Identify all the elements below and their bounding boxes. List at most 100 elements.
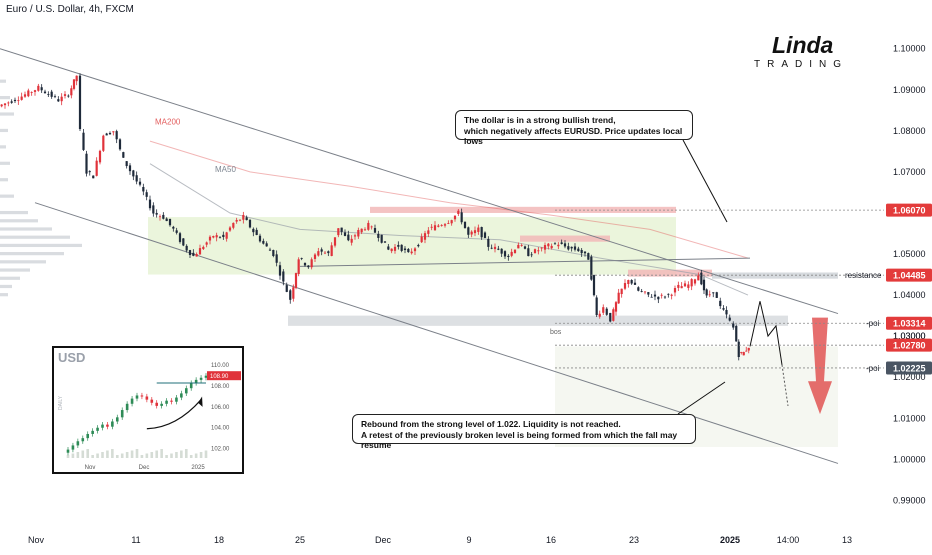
candle-body [265, 243, 268, 247]
candle-body [245, 217, 248, 221]
candle-body [3, 103, 7, 106]
inset-candle-body [106, 424, 109, 427]
candle-body [235, 219, 238, 222]
x-tick-label: Nov [28, 535, 45, 545]
candle-body [397, 244, 400, 247]
volume-profile-bar [0, 79, 6, 83]
price-tag [886, 268, 932, 282]
candle-body [357, 229, 360, 237]
volume-profile-bar [0, 284, 12, 289]
candle-body [67, 95, 70, 97]
candle-body [602, 307, 605, 313]
candle-body [387, 246, 390, 250]
candle-body [323, 252, 327, 254]
candle-body [407, 248, 410, 253]
candle-body [609, 312, 612, 322]
inset-candle-body [81, 438, 85, 442]
candle-body [57, 99, 60, 102]
candle-body [340, 227, 343, 232]
usd-inset-chart: USD 110.00 108.00 106.00 104.00 102.00 108.90… [52, 346, 244, 474]
inset-price-tag [207, 371, 241, 381]
inset-y-tick: 102.00 [211, 447, 230, 453]
candle-body [530, 254, 533, 256]
candle-body [403, 248, 407, 251]
candle-body [693, 279, 697, 284]
candle-body [333, 237, 337, 246]
inset-volume-bar [145, 453, 149, 458]
candle-body [583, 251, 587, 254]
candle-body [363, 229, 367, 231]
candle-body [537, 250, 540, 252]
inset-volume-bar [140, 455, 144, 458]
volume-profile-bar [0, 243, 82, 248]
candle-body [440, 225, 443, 226]
candle-body [85, 153, 88, 174]
candle-body [547, 243, 550, 247]
candle-body [317, 251, 320, 256]
price-tag [886, 338, 932, 352]
candle-body [653, 294, 657, 297]
candle-body [165, 218, 168, 222]
inset-volume-bar [180, 450, 183, 458]
candle-body [513, 249, 517, 253]
x-tick-label: 2025 [720, 535, 740, 545]
candle-body [523, 246, 527, 249]
volume-profile-bar [0, 128, 8, 133]
candle-body [218, 237, 222, 239]
volume-profile-bar [0, 194, 14, 198]
inset-candle-body [120, 410, 124, 418]
price-tag [886, 361, 932, 375]
inset-volume-bar [194, 453, 198, 458]
inset-candle-body [86, 433, 90, 439]
ma200-line [149, 140, 749, 259]
inset-trend-arrow [146, 399, 202, 430]
candle-body [657, 296, 660, 300]
zone-poi-band [288, 315, 788, 326]
candle-body [285, 285, 288, 292]
volume-profile-bar [0, 178, 8, 182]
callout-bottom: Rebound from the strong level of 1.022. … [352, 414, 696, 450]
inset-candle-body [189, 382, 193, 389]
candle-body [437, 225, 440, 227]
inset-volume-bar [106, 450, 109, 458]
candle-body [297, 259, 300, 274]
candle-body [507, 255, 510, 258]
ma50-label: MA50 [215, 165, 236, 174]
candle-body [463, 221, 467, 229]
inset-candle-body [111, 421, 114, 427]
candle-body [327, 251, 330, 254]
inset-x-tick: 2025 [191, 465, 205, 471]
candle-body [697, 275, 700, 281]
candle-body [238, 219, 242, 221]
candle-body [145, 192, 148, 197]
candle-body [443, 224, 447, 226]
candle-body [195, 254, 198, 257]
candle-body [460, 212, 463, 223]
inset-volume-bar [150, 452, 154, 458]
volume-profile-bar [0, 210, 28, 215]
channel-line [299, 257, 751, 267]
inset-volume-bar [125, 452, 129, 458]
inset-volume-bar [175, 452, 178, 458]
candle-body [417, 244, 420, 247]
candle-body [360, 228, 363, 233]
candle-body [503, 251, 507, 257]
candle-body [393, 246, 397, 251]
candle-body [78, 75, 82, 130]
candle-body [75, 75, 78, 82]
candle-body [225, 232, 228, 239]
candle-body [115, 131, 118, 140]
candle-body [343, 232, 347, 236]
candle-body [347, 234, 350, 241]
candle-body [640, 291, 643, 292]
candle-body [708, 294, 711, 296]
candle-body [212, 235, 215, 238]
candle-body [577, 248, 580, 252]
candle-body [580, 249, 583, 254]
candle-body [467, 227, 470, 235]
candle-body [687, 284, 690, 288]
candle-body [490, 247, 493, 249]
candle-body [135, 175, 138, 182]
inset-volume-bar [135, 449, 139, 458]
